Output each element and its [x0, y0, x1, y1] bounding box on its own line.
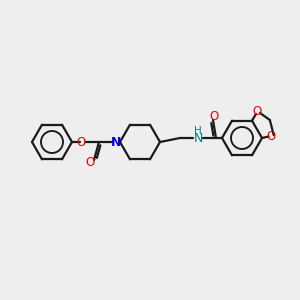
Text: O: O	[252, 106, 262, 118]
Text: O: O	[266, 130, 275, 142]
Text: O: O	[209, 110, 219, 122]
Text: N: N	[193, 133, 203, 146]
Text: O: O	[85, 157, 94, 169]
Text: O: O	[76, 136, 85, 148]
Text: H: H	[194, 126, 202, 136]
Text: N: N	[111, 136, 121, 148]
